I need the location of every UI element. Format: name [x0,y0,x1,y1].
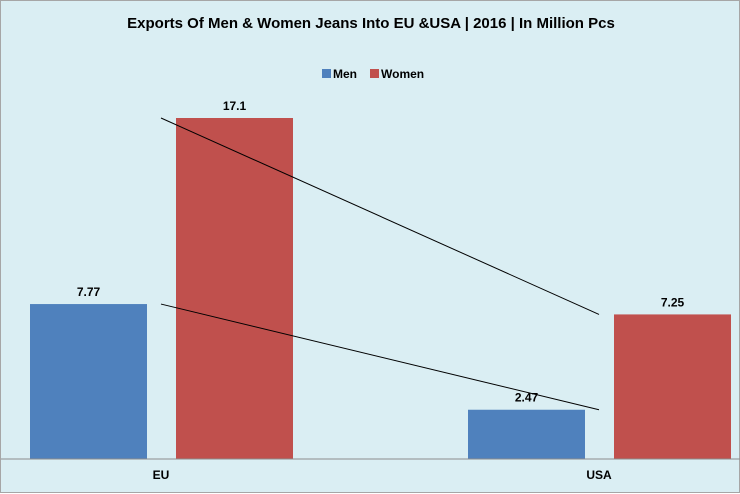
bar-women-usa [614,314,731,459]
x-tick-labels: EU USA [153,468,612,482]
legend-label-women: Women [381,67,424,81]
trend-lines-group [160,117,600,411]
chart-title: Exports Of Men & Women Jeans Into EU &US… [127,15,615,32]
legend-swatch-men [322,69,331,78]
x-tick-eu: EU [153,468,170,482]
bars-group [30,118,731,459]
legend-swatch-women [370,69,379,78]
data-label-men-usa: 2.47 [515,391,539,405]
trend-line-women [160,117,600,315]
bar-women-eu [176,118,293,459]
data-label-women-eu: 17.1 [223,99,247,113]
data-label-men-eu: 7.77 [77,285,101,299]
bar-men-eu [30,304,147,459]
data-labels-group: 7.77 2.47 17.1 7.25 [77,99,685,405]
bar-men-usa [468,409,585,459]
x-tick-usa: USA [586,468,612,482]
legend-label-men: Men [333,67,357,81]
legend: Men Women [322,67,424,81]
data-label-women-usa: 7.25 [661,295,685,309]
trend-line-men [160,303,600,411]
